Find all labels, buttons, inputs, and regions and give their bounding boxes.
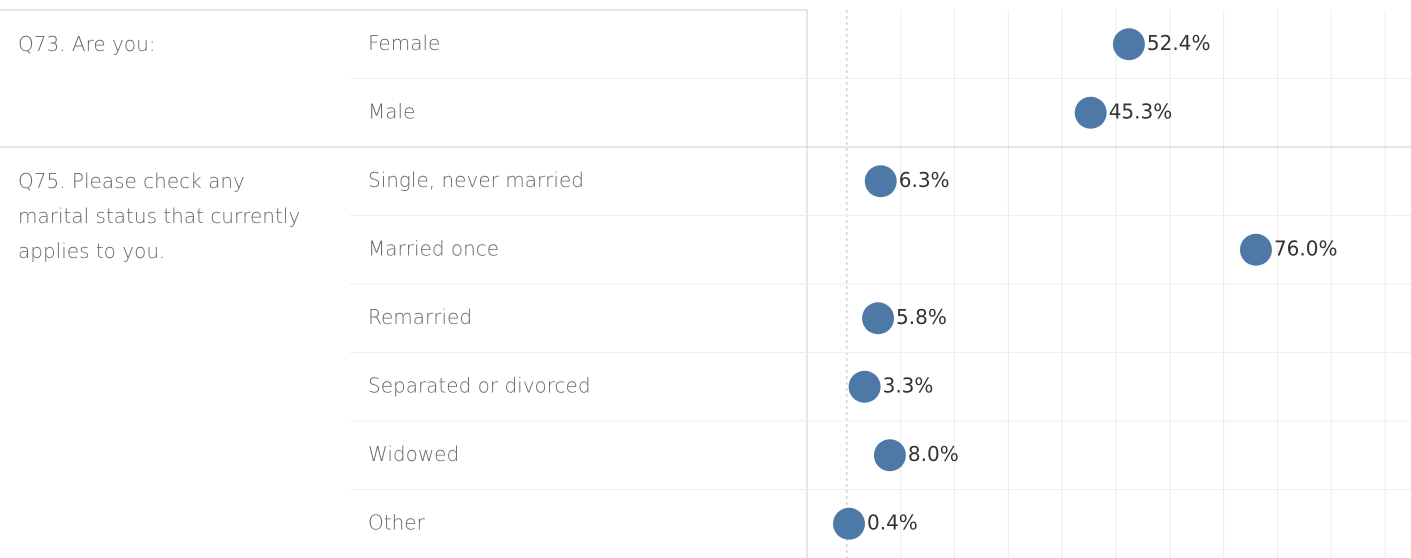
value-label: 76.0% xyxy=(1274,236,1338,260)
value-label: 8.0% xyxy=(908,442,959,466)
value-label: 0.4% xyxy=(867,510,918,534)
category-label: Remarried xyxy=(368,305,472,329)
dot xyxy=(1239,233,1272,266)
category-label: Separated or divorced xyxy=(368,373,591,397)
value-label: 45.3% xyxy=(1109,99,1173,123)
category-label: Other xyxy=(368,510,426,534)
category-label: Female xyxy=(368,31,440,55)
value-label: 52.4% xyxy=(1147,31,1211,55)
group-label: Q75. Please check any marital status tha… xyxy=(18,169,301,263)
category-label: Single, never married xyxy=(368,168,584,192)
value-label: 6.3% xyxy=(899,168,950,192)
dot xyxy=(1112,28,1145,61)
dot xyxy=(864,165,897,198)
dot xyxy=(862,302,895,335)
group-label: Q73. Are you: xyxy=(18,32,156,56)
value-label: 5.8% xyxy=(896,305,947,329)
category-label: Male xyxy=(368,99,415,123)
dot xyxy=(832,507,865,540)
category-label: Married once xyxy=(368,236,499,260)
category-label: Widowed xyxy=(368,442,459,466)
dot xyxy=(848,370,881,403)
value-label: 3.3% xyxy=(883,373,934,397)
dot xyxy=(1074,96,1107,129)
dot xyxy=(873,439,906,472)
